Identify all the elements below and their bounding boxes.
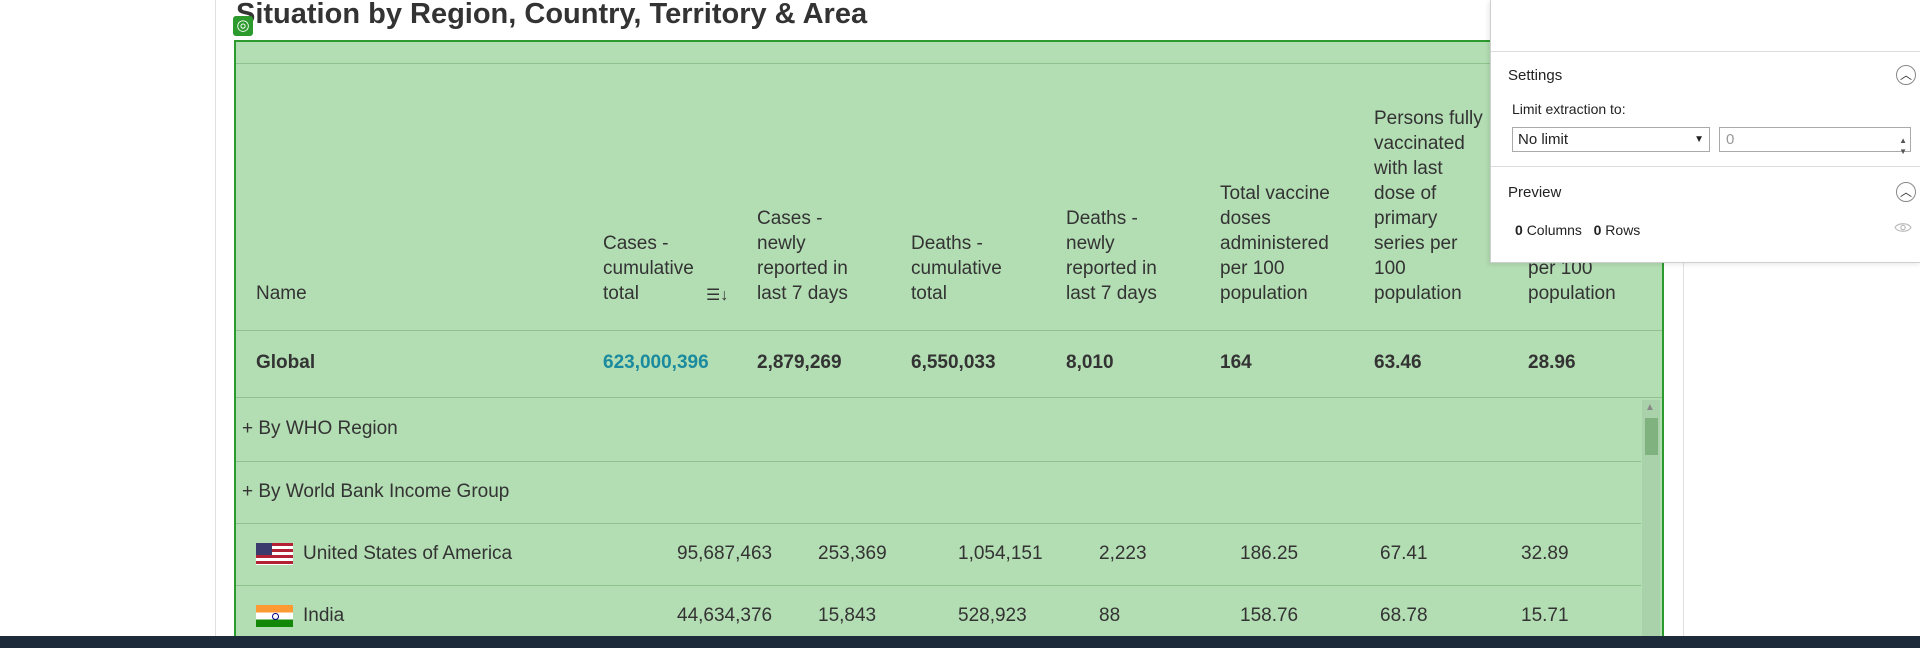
limit-number-value: 0 bbox=[1726, 131, 1735, 148]
column-header-name[interactable]: Name bbox=[256, 283, 307, 304]
global-booster: 28.96 bbox=[1528, 352, 1576, 373]
target-icon[interactable]: ◎ bbox=[233, 16, 253, 36]
column-header-doses-per100[interactable]: Total vaccine doses administered per 100… bbox=[1220, 183, 1330, 304]
booster: 32.89 bbox=[1521, 543, 1569, 564]
row-divider bbox=[236, 330, 1662, 331]
page-right-border bbox=[1683, 0, 1684, 648]
group-row-who-region[interactable]: + By WHO Region bbox=[242, 418, 398, 439]
row-divider bbox=[236, 585, 1641, 586]
global-cases-total-link[interactable]: 623,000,396 bbox=[603, 352, 709, 373]
us-flag-icon bbox=[256, 543, 293, 565]
columns-label: Columns bbox=[1526, 222, 1582, 238]
table-scrollbar[interactable] bbox=[1642, 400, 1660, 648]
cases-7d: 253,369 bbox=[818, 543, 887, 564]
deaths-total: 528,923 bbox=[958, 605, 1027, 626]
limit-extraction-select[interactable]: No limit ▼ bbox=[1512, 127, 1710, 152]
preview-collapse-button[interactable]: ︿ bbox=[1896, 182, 1916, 202]
column-header-cases-total[interactable]: Cases - cumulative total bbox=[603, 233, 694, 304]
cases-total: 44,634,376 bbox=[677, 605, 773, 626]
global-name: Global bbox=[256, 352, 316, 373]
deaths-total: 1,054,151 bbox=[958, 543, 1043, 564]
preview-stats: 0 Columns 0 Rows bbox=[1515, 222, 1640, 238]
booster: 15.71 bbox=[1521, 605, 1569, 626]
column-header-deaths-7d[interactable]: Deaths - newly reported in last 7 days bbox=[1066, 208, 1157, 304]
page-title: Situation by Region, Country, Territory … bbox=[236, 0, 868, 30]
country-name[interactable]: India bbox=[303, 605, 345, 626]
india-flag-icon bbox=[256, 605, 293, 627]
page-left-border bbox=[215, 0, 216, 648]
limit-number-input[interactable]: 0 ▲ ▼ bbox=[1719, 127, 1911, 156]
global-deaths-total: 6,550,033 bbox=[911, 352, 996, 373]
extraction-highlight[interactable] bbox=[234, 40, 1664, 648]
global-fully-vaccinated: 63.46 bbox=[1374, 352, 1422, 373]
deaths-7d: 88 bbox=[1099, 605, 1121, 626]
limit-extraction-label: Limit extraction to: bbox=[1512, 101, 1626, 117]
global-doses-per100: 164 bbox=[1220, 352, 1252, 373]
taskbar bbox=[0, 636, 1920, 648]
row-divider bbox=[236, 397, 1662, 398]
scrollbar-thumb[interactable] bbox=[1645, 418, 1658, 455]
limit-extraction-value: No limit bbox=[1518, 131, 1569, 148]
column-header-booster[interactable]: per 100 population bbox=[1528, 258, 1616, 304]
column-header-fully-vaccinated[interactable]: Persons fully vaccinated with last dose … bbox=[1374, 108, 1483, 304]
row-divider bbox=[236, 461, 1641, 462]
panel-divider bbox=[1491, 166, 1920, 167]
column-header-cases-7d[interactable]: Cases - newly reported in last 7 days bbox=[757, 208, 848, 304]
fully-vaccinated: 67.41 bbox=[1380, 543, 1428, 564]
spin-down-icon[interactable]: ▼ bbox=[1899, 147, 1907, 156]
country-name[interactable]: United States of America bbox=[303, 543, 513, 564]
dropdown-arrow-icon[interactable]: ▼ bbox=[1694, 134, 1704, 145]
rows-count: 0 bbox=[1593, 222, 1602, 238]
cases-total: 95,687,463 bbox=[677, 543, 773, 564]
global-deaths-7d: 8,010 bbox=[1066, 352, 1114, 373]
sort-descending-icon[interactable]: ☰↓ bbox=[706, 287, 729, 304]
doses-per100: 186.25 bbox=[1240, 543, 1299, 564]
rows-label: Rows bbox=[1605, 222, 1641, 238]
fully-vaccinated: 68.78 bbox=[1380, 605, 1428, 626]
spin-up-icon[interactable]: ▲ bbox=[1899, 136, 1907, 145]
extraction-panel: Settings ︿ Limit extraction to: No limit… bbox=[1490, 0, 1920, 263]
group-row-world-bank[interactable]: + By World Bank Income Group bbox=[242, 481, 510, 502]
settings-heading: Settings bbox=[1508, 67, 1563, 84]
settings-collapse-button[interactable]: ︿ bbox=[1896, 65, 1916, 85]
columns-count: 0 bbox=[1515, 222, 1523, 238]
deaths-7d: 2,223 bbox=[1099, 543, 1147, 564]
eye-icon[interactable] bbox=[1894, 222, 1912, 233]
column-header-deaths-total[interactable]: Deaths - cumulative total bbox=[911, 233, 1002, 304]
panel-divider bbox=[1491, 51, 1920, 52]
scroll-up-icon[interactable]: ▲ bbox=[1645, 402, 1655, 413]
preview-heading: Preview bbox=[1508, 184, 1562, 201]
cases-7d: 15,843 bbox=[818, 605, 877, 626]
global-cases-7d: 2,879,269 bbox=[757, 352, 842, 373]
doses-per100: 158.76 bbox=[1240, 605, 1299, 626]
header-divider bbox=[236, 63, 1662, 64]
row-divider bbox=[236, 523, 1641, 524]
